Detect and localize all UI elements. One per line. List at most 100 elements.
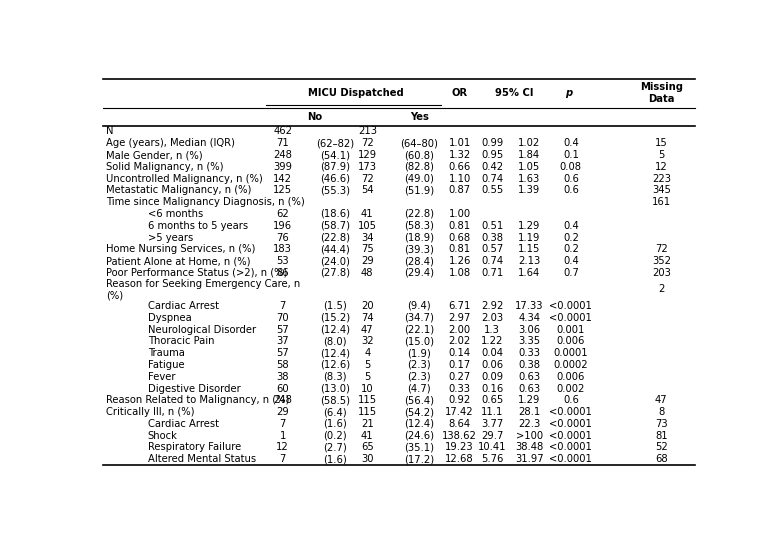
Text: 0.006: 0.006 [557,372,585,382]
Text: 0.81: 0.81 [449,244,471,255]
Text: 0.38: 0.38 [518,360,541,370]
Text: 1.84: 1.84 [518,150,541,160]
Text: Digestive Disorder: Digestive Disorder [148,383,241,393]
Text: 0.74: 0.74 [481,256,503,266]
Text: Poor Performance Status (>2), n (%): Poor Performance Status (>2), n (%) [107,268,287,278]
Text: (2.7): (2.7) [323,442,347,452]
Text: 48: 48 [361,268,374,278]
Text: 86: 86 [277,268,289,278]
Text: 0.95: 0.95 [481,150,503,160]
Text: 34: 34 [361,233,374,242]
Text: 2.00: 2.00 [449,325,471,334]
Text: 29.7: 29.7 [481,431,503,441]
Text: 12: 12 [277,442,289,452]
Text: 0.002: 0.002 [557,383,585,393]
Text: <0.0001: <0.0001 [549,301,592,311]
Text: (87.9): (87.9) [319,162,350,172]
Text: 52: 52 [655,442,668,452]
Text: 41: 41 [361,431,374,441]
Text: 32: 32 [361,336,374,347]
Text: 352: 352 [652,256,671,266]
Text: Cardiac Arrest: Cardiac Arrest [148,419,219,429]
Text: (58.5): (58.5) [319,395,350,406]
Text: 73: 73 [655,419,668,429]
Text: 95% CI: 95% CI [495,88,534,98]
Text: 462: 462 [273,126,292,137]
Text: 0.0002: 0.0002 [554,360,588,370]
Text: 0.14: 0.14 [449,348,471,358]
Text: 345: 345 [652,185,671,196]
Text: 60: 60 [277,383,289,393]
Text: (18.6): (18.6) [319,209,350,219]
Text: (12.4): (12.4) [319,348,350,358]
Text: 21: 21 [361,419,374,429]
Text: 1.00: 1.00 [449,209,471,219]
Text: (58.7): (58.7) [319,221,350,231]
Text: 17.42: 17.42 [446,407,474,417]
Text: <6 months: <6 months [148,209,203,219]
Text: 20: 20 [361,301,374,311]
Text: Home Nursing Services, n (%): Home Nursing Services, n (%) [107,244,256,255]
Text: 0.81: 0.81 [449,221,471,231]
Text: 115: 115 [358,407,377,417]
Text: 0.42: 0.42 [481,162,503,172]
Text: (39.3): (39.3) [404,244,434,255]
Text: 0.4: 0.4 [563,221,579,231]
Text: 0.55: 0.55 [481,185,503,196]
Text: Uncontrolled Malignancy, n (%): Uncontrolled Malignancy, n (%) [107,174,263,183]
Text: 15: 15 [655,138,668,148]
Text: 37: 37 [277,336,289,347]
Text: 74: 74 [361,313,374,323]
Text: 29: 29 [361,256,374,266]
Text: (29.4): (29.4) [404,268,434,278]
Text: 65: 65 [361,442,374,452]
Text: (2.3): (2.3) [407,360,431,370]
Text: 7: 7 [280,454,286,464]
Text: 0.33: 0.33 [518,348,541,358]
Text: 5.76: 5.76 [481,454,503,464]
Text: 213: 213 [358,126,377,137]
Text: 4: 4 [364,348,370,358]
Text: 28.1: 28.1 [518,407,541,417]
Text: <0.0001: <0.0001 [549,454,592,464]
Text: 0.99: 0.99 [481,138,503,148]
Text: 0.74: 0.74 [481,174,503,183]
Text: Fatigue: Fatigue [148,360,185,370]
Text: Reason for Seeking Emergency Care, n
(%): Reason for Seeking Emergency Care, n (%) [107,279,301,300]
Text: (51.9): (51.9) [404,185,434,196]
Text: (27.8): (27.8) [319,268,350,278]
Text: (35.1): (35.1) [404,442,434,452]
Text: 2.97: 2.97 [449,313,471,323]
Text: (55.3): (55.3) [319,185,350,196]
Text: <0.0001: <0.0001 [549,313,592,323]
Text: 399: 399 [273,162,292,172]
Text: 0.38: 0.38 [481,233,503,242]
Text: (49.0): (49.0) [404,174,434,183]
Text: 72: 72 [361,174,374,183]
Text: 183: 183 [273,244,292,255]
Text: 0.57: 0.57 [481,244,503,255]
Text: Trauma: Trauma [148,348,185,358]
Text: 31.97: 31.97 [515,454,544,464]
Text: 10.41: 10.41 [478,442,506,452]
Text: (22.1): (22.1) [404,325,434,334]
Text: N: N [107,126,114,137]
Text: 0.4: 0.4 [563,138,579,148]
Text: (62–82): (62–82) [315,138,354,148]
Text: 71: 71 [277,138,289,148]
Text: 1.39: 1.39 [518,185,541,196]
Text: 5: 5 [658,150,664,160]
Text: 54: 54 [361,185,374,196]
Text: 0.001: 0.001 [557,325,585,334]
Text: 6 months to 5 years: 6 months to 5 years [148,221,248,231]
Text: Shock: Shock [148,431,178,441]
Text: 0.17: 0.17 [449,360,471,370]
Text: 38.48: 38.48 [515,442,544,452]
Text: 0.71: 0.71 [481,268,503,278]
Text: 173: 173 [358,162,377,172]
Text: Altered Mental Status: Altered Mental Status [148,454,256,464]
Text: <0.0001: <0.0001 [549,419,592,429]
Text: (12.4): (12.4) [319,325,350,334]
Text: 138.62: 138.62 [442,431,477,441]
Text: 0.006: 0.006 [557,336,585,347]
